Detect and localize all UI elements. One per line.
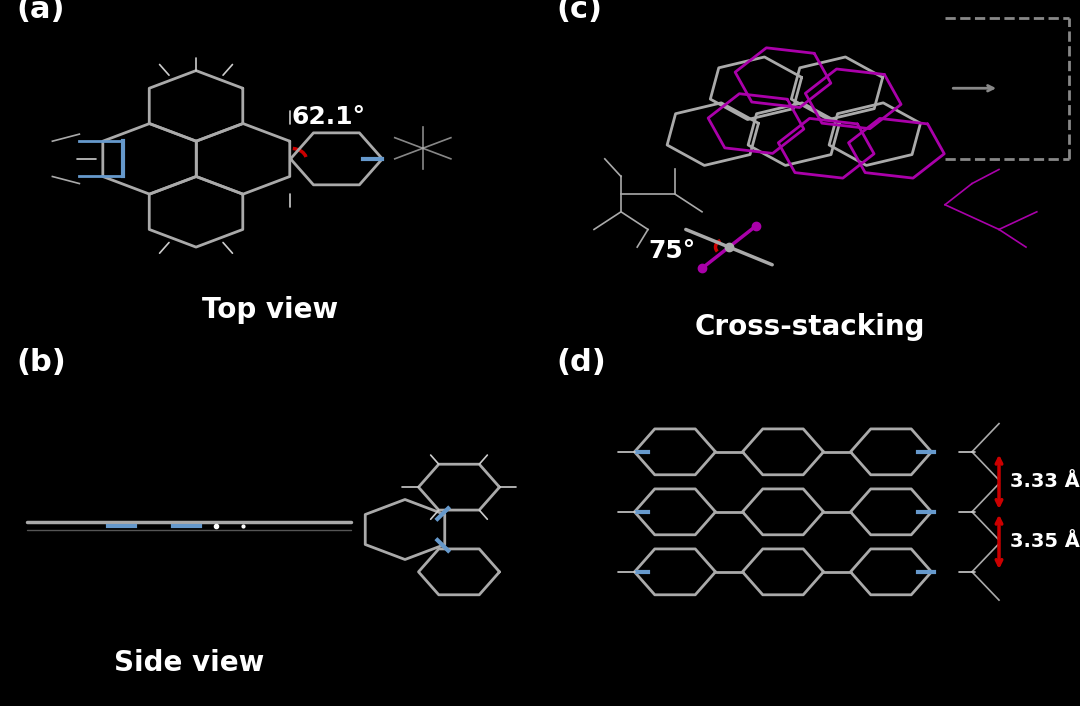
Text: (d): (d): [556, 347, 606, 376]
Text: Top view: Top view: [202, 296, 338, 323]
Text: (c): (c): [556, 0, 603, 23]
Text: 3.35 Å: 3.35 Å: [1010, 532, 1080, 551]
Text: Side view: Side view: [113, 649, 265, 676]
Text: Cross-stacking: Cross-stacking: [694, 313, 926, 341]
Text: (a): (a): [16, 0, 65, 23]
Text: 62.1°: 62.1°: [292, 104, 366, 128]
Text: 3.33 Å: 3.33 Å: [1010, 472, 1080, 491]
Text: (b): (b): [16, 347, 66, 376]
Text: 75°: 75°: [648, 239, 696, 263]
